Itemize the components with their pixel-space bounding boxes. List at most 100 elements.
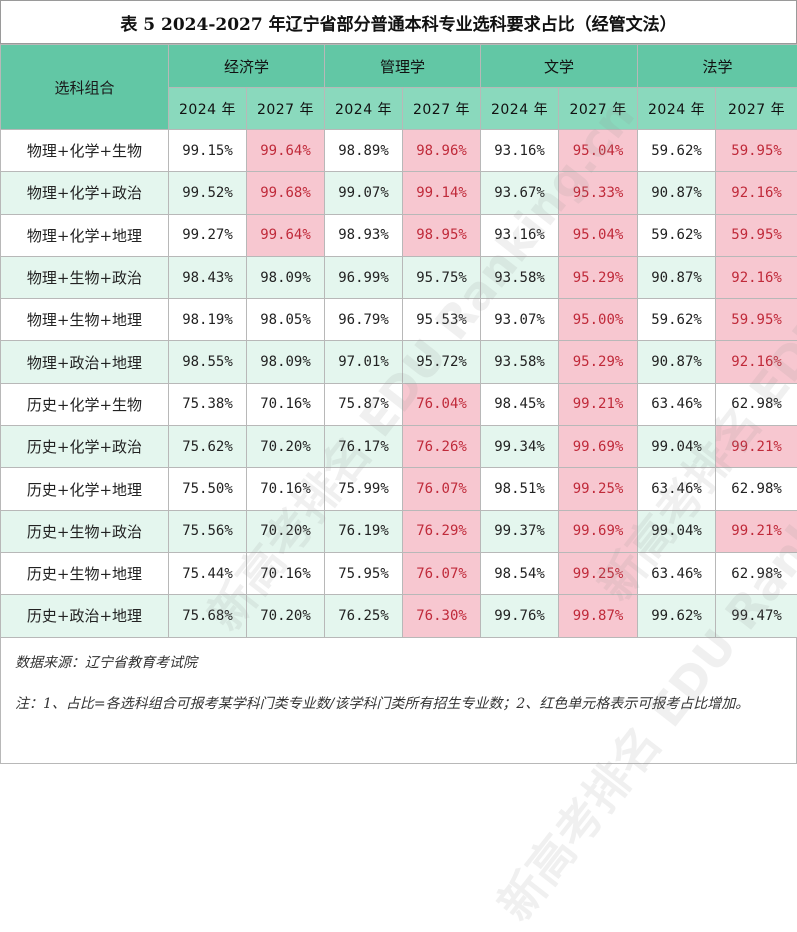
header-economics: 经济学 (169, 45, 325, 88)
value-cell: 99.34% (481, 426, 559, 468)
value-cell: 59.62% (638, 299, 716, 341)
value-cell: 96.99% (325, 256, 403, 298)
value-cell: 98.54% (481, 552, 559, 594)
value-cell: 90.87% (638, 256, 716, 298)
value-cell: 98.43% (169, 256, 247, 298)
increase-cell: 99.14% (403, 172, 481, 214)
value-cell: 59.62% (638, 214, 716, 256)
increase-cell: 76.26% (403, 426, 481, 468)
value-cell: 93.67% (481, 172, 559, 214)
increase-cell: 76.07% (403, 468, 481, 510)
value-cell: 95.72% (403, 341, 481, 383)
value-cell: 62.98% (716, 468, 797, 510)
year-header: 2024 年 (481, 88, 559, 130)
increase-cell: 99.21% (716, 510, 797, 552)
value-cell: 63.46% (638, 383, 716, 425)
table-title: 表 5 2024-2027 年辽宁省部分普通本科专业选科要求占比（经管文法） (0, 0, 797, 44)
value-cell: 70.20% (247, 510, 325, 552)
value-cell: 98.09% (247, 341, 325, 383)
value-cell: 99.76% (481, 595, 559, 637)
value-cell: 99.15% (169, 130, 247, 172)
value-cell: 70.16% (247, 468, 325, 510)
value-cell: 98.09% (247, 256, 325, 298)
value-cell: 90.87% (638, 341, 716, 383)
increase-cell: 99.25% (559, 468, 638, 510)
combination-label: 物理+化学+政治 (1, 172, 169, 214)
value-cell: 98.93% (325, 214, 403, 256)
increase-cell: 76.04% (403, 383, 481, 425)
value-cell: 93.07% (481, 299, 559, 341)
increase-cell: 99.68% (247, 172, 325, 214)
selection-ratio-table: 选科组合 经济学 管理学 文学 法学 2024 年 2027 年 2024 年 … (0, 44, 797, 638)
increase-cell: 95.00% (559, 299, 638, 341)
combination-label: 历史+化学+生物 (1, 383, 169, 425)
header-management: 管理学 (325, 45, 481, 88)
increase-cell: 99.25% (559, 552, 638, 594)
increase-cell: 59.95% (716, 299, 797, 341)
increase-cell: 99.87% (559, 595, 638, 637)
increase-cell: 98.95% (403, 214, 481, 256)
value-cell: 76.25% (325, 595, 403, 637)
combination-label: 物理+化学+生物 (1, 130, 169, 172)
header-combination: 选科组合 (1, 45, 169, 130)
value-cell: 99.47% (716, 595, 797, 637)
value-cell: 70.16% (247, 552, 325, 594)
increase-cell: 76.07% (403, 552, 481, 594)
year-header: 2024 年 (169, 88, 247, 130)
increase-cell: 95.04% (559, 214, 638, 256)
value-cell: 75.38% (169, 383, 247, 425)
combination-label: 历史+政治+地理 (1, 595, 169, 637)
value-cell: 99.62% (638, 595, 716, 637)
value-cell: 97.01% (325, 341, 403, 383)
value-cell: 76.17% (325, 426, 403, 468)
value-cell: 93.16% (481, 130, 559, 172)
value-cell: 63.46% (638, 552, 716, 594)
value-cell: 98.19% (169, 299, 247, 341)
value-cell: 90.87% (638, 172, 716, 214)
increase-cell: 99.69% (559, 510, 638, 552)
year-header: 2027 年 (559, 88, 638, 130)
increase-cell: 92.16% (716, 172, 797, 214)
value-cell: 96.79% (325, 299, 403, 341)
combination-label: 历史+生物+地理 (1, 552, 169, 594)
value-cell: 98.55% (169, 341, 247, 383)
value-cell: 98.51% (481, 468, 559, 510)
value-cell: 99.04% (638, 426, 716, 468)
increase-cell: 59.95% (716, 214, 797, 256)
footnote: 注：1、占比=各选科组合可报考某学科门类专业数/该学科门类所有招生专业数；2、红… (15, 684, 788, 724)
data-source: 数据来源：辽宁省教育考试院 (15, 642, 788, 684)
value-cell: 75.44% (169, 552, 247, 594)
combination-label: 物理+化学+地理 (1, 214, 169, 256)
increase-cell: 59.95% (716, 130, 797, 172)
report-page: 表 5 2024-2027 年辽宁省部分普通本科专业选科要求占比（经管文法） 选… (0, 0, 797, 764)
increase-cell: 99.21% (559, 383, 638, 425)
value-cell: 75.99% (325, 468, 403, 510)
increase-cell: 95.29% (559, 341, 638, 383)
combination-label: 物理+生物+政治 (1, 256, 169, 298)
year-header: 2024 年 (325, 88, 403, 130)
year-header: 2027 年 (403, 88, 481, 130)
value-cell: 70.20% (247, 595, 325, 637)
increase-cell: 92.16% (716, 256, 797, 298)
value-cell: 99.27% (169, 214, 247, 256)
header-law: 法学 (638, 45, 797, 88)
value-cell: 95.53% (403, 299, 481, 341)
combination-label: 历史+化学+地理 (1, 468, 169, 510)
value-cell: 95.75% (403, 256, 481, 298)
increase-cell: 92.16% (716, 341, 797, 383)
value-cell: 76.19% (325, 510, 403, 552)
value-cell: 75.87% (325, 383, 403, 425)
header-literature: 文学 (481, 45, 638, 88)
increase-cell: 99.69% (559, 426, 638, 468)
value-cell: 93.16% (481, 214, 559, 256)
year-header: 2027 年 (247, 88, 325, 130)
